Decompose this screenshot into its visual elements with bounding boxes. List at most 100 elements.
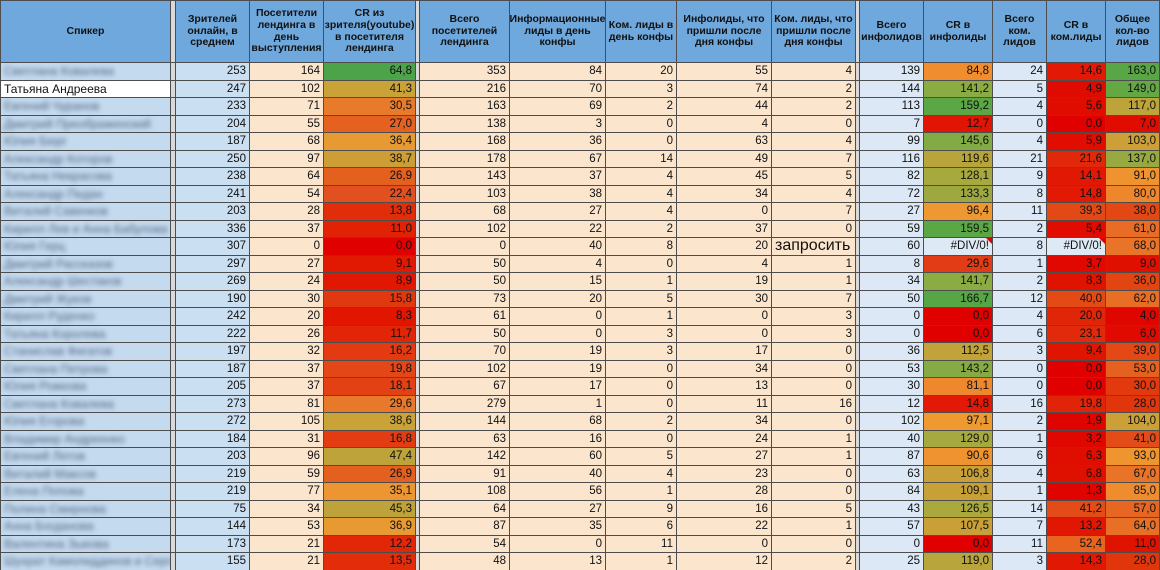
table-cell[interactable]: 0 (677, 325, 772, 343)
table-cell[interactable]: 106,8 (924, 465, 993, 483)
table-cell[interactable]: 102 (250, 80, 324, 98)
table-cell[interactable]: 97,1 (924, 413, 993, 431)
table-cell[interactable]: 307 (176, 238, 250, 256)
column-header[interactable]: Всего посетителей лендинга (420, 1, 510, 63)
table-cell[interactable]: 3 (510, 115, 606, 133)
column-header[interactable]: Ком. лиды, что пришли после дня конфы (772, 1, 856, 63)
table-cell[interactable]: 0 (993, 360, 1047, 378)
speaker-name-cell[interactable]: Дмитрий Преображенский (1, 115, 171, 133)
table-cell[interactable]: 91,0 (1106, 168, 1159, 186)
table-cell[interactable]: 6 (606, 518, 677, 536)
speaker-name-cell[interactable]: Елена Попова (1, 483, 171, 501)
table-cell[interactable]: 3,7 (1047, 255, 1106, 273)
table-cell[interactable]: 37 (677, 220, 772, 238)
table-cell[interactable]: 9 (606, 500, 677, 518)
table-cell[interactable]: 105 (250, 413, 324, 431)
table-cell[interactable]: 63 (677, 133, 772, 151)
table-cell[interactable]: 77 (250, 483, 324, 501)
table-cell[interactable]: 40 (510, 465, 606, 483)
speaker-name-cell[interactable]: Валентина Зыкова (1, 535, 171, 553)
table-cell[interactable]: 2 (606, 220, 677, 238)
table-cell[interactable]: 1 (606, 308, 677, 326)
column-header[interactable]: CR из зрителя(youtube) в посетителя ленд… (324, 1, 416, 63)
table-cell[interactable]: 0 (860, 535, 924, 553)
table-cell[interactable]: 93,0 (1106, 448, 1159, 466)
table-cell[interactable]: 126,5 (924, 500, 993, 518)
table-cell[interactable]: 14,3 (1047, 553, 1106, 570)
table-cell[interactable]: 15,8 (324, 290, 416, 308)
table-cell[interactable]: 30 (250, 290, 324, 308)
table-cell[interactable]: 0 (772, 465, 856, 483)
table-cell[interactable]: 117,0 (1106, 98, 1159, 116)
table-cell[interactable]: 1 (993, 255, 1047, 273)
table-cell[interactable]: 168 (420, 133, 510, 151)
table-cell[interactable]: 4 (510, 255, 606, 273)
table-cell[interactable]: 6 (993, 325, 1047, 343)
table-cell[interactable]: 2 (772, 553, 856, 570)
table-cell[interactable]: 17 (677, 343, 772, 361)
table-cell[interactable]: 40 (860, 430, 924, 448)
table-cell[interactable]: 82 (860, 168, 924, 186)
table-cell[interactable]: 74 (677, 80, 772, 98)
table-cell[interactable]: 4 (772, 185, 856, 203)
table-cell[interactable]: 0 (772, 483, 856, 501)
speaker-name-cell[interactable]: Светлана Ковалева (1, 395, 171, 413)
table-cell[interactable]: 163 (420, 98, 510, 116)
table-cell[interactable]: 3 (772, 325, 856, 343)
table-cell[interactable]: 143,2 (924, 360, 993, 378)
table-cell[interactable]: 40,0 (1047, 290, 1106, 308)
table-cell[interactable]: 27 (510, 203, 606, 221)
table-cell[interactable]: 102 (420, 220, 510, 238)
table-cell[interactable]: 143 (420, 168, 510, 186)
table-cell[interactable]: 7 (993, 518, 1047, 536)
table-cell[interactable]: 279 (420, 395, 510, 413)
table-cell[interactable]: 20 (677, 238, 772, 256)
table-cell[interactable]: 0 (860, 308, 924, 326)
table-cell[interactable]: 12 (993, 290, 1047, 308)
table-cell[interactable]: 2 (606, 413, 677, 431)
table-cell[interactable]: 27 (677, 448, 772, 466)
table-cell[interactable]: 3 (993, 553, 1047, 570)
table-cell[interactable]: 253 (176, 63, 250, 81)
table-cell[interactable]: 41,0 (1106, 430, 1159, 448)
table-cell[interactable]: 57,0 (1106, 500, 1159, 518)
table-cell[interactable]: 250 (176, 150, 250, 168)
table-cell[interactable]: 5,4 (1047, 220, 1106, 238)
table-cell[interactable]: 96,4 (924, 203, 993, 221)
table-cell[interactable]: 149,0 (1106, 80, 1159, 98)
table-cell[interactable]: 37 (250, 220, 324, 238)
table-cell[interactable]: 49 (677, 150, 772, 168)
table-cell[interactable]: 37 (510, 168, 606, 186)
table-cell[interactable]: 60 (510, 448, 606, 466)
table-cell[interactable]: 21,6 (1047, 150, 1106, 168)
table-cell[interactable]: 60 (860, 238, 924, 256)
table-cell[interactable]: 80,0 (1106, 185, 1159, 203)
table-cell[interactable]: 113 (860, 98, 924, 116)
table-cell[interactable]: 273 (176, 395, 250, 413)
table-cell[interactable]: 0 (772, 413, 856, 431)
table-cell[interactable]: 44 (677, 98, 772, 116)
speaker-name-cell[interactable]: Полина Смирнова (1, 500, 171, 518)
table-cell[interactable]: 19,8 (324, 360, 416, 378)
table-cell[interactable]: 0 (606, 360, 677, 378)
speaker-name-cell[interactable]: Евгений Летов (1, 448, 171, 466)
table-cell[interactable]: 0,0 (924, 325, 993, 343)
table-cell[interactable]: 87 (860, 448, 924, 466)
column-header[interactable]: Инфолиды, что пришли после дня конфы (677, 1, 772, 63)
table-cell[interactable]: 36,4 (324, 133, 416, 151)
table-cell[interactable]: 16,2 (324, 343, 416, 361)
table-cell[interactable]: 19 (677, 273, 772, 291)
table-cell[interactable]: 0,0 (924, 535, 993, 553)
table-cell[interactable]: 7 (772, 150, 856, 168)
table-cell[interactable]: 11,7 (324, 325, 416, 343)
table-cell[interactable]: 70 (510, 80, 606, 98)
speaker-name-cell[interactable]: Дмитрий Жуков (1, 290, 171, 308)
table-cell[interactable]: 12,2 (324, 535, 416, 553)
table-cell[interactable]: 1,3 (1047, 483, 1106, 501)
table-cell[interactable]: 1 (772, 430, 856, 448)
table-cell[interactable]: 38,6 (324, 413, 416, 431)
table-cell[interactable]: 8 (993, 238, 1047, 256)
table-cell[interactable]: 4 (993, 465, 1047, 483)
speaker-name-cell[interactable]: Юлия Егорова (1, 413, 171, 431)
table-cell[interactable]: 84 (860, 483, 924, 501)
